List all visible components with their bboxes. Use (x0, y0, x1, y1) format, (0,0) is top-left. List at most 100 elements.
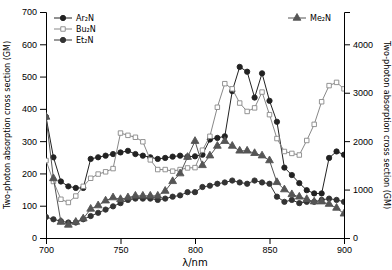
legend: Ar₂NBu₂NEt₂N (54, 14, 96, 45)
tick-label: 4000 (353, 40, 373, 50)
tick: 700 (39, 238, 54, 255)
point (88, 156, 93, 161)
point (334, 197, 339, 202)
point (251, 149, 259, 156)
tick: 400 (22, 104, 46, 114)
point (58, 179, 63, 184)
legend-marker (61, 27, 65, 31)
point (191, 137, 199, 144)
y2-axis: 01000200030004000 (344, 13, 373, 244)
tick-label: 600 (22, 40, 37, 50)
point (274, 119, 279, 124)
point (342, 87, 344, 91)
series-line (46, 117, 344, 225)
point (312, 191, 317, 196)
legend-item: Ar₂N (54, 14, 94, 23)
tick: 750 (113, 238, 128, 255)
point (243, 146, 251, 153)
point (81, 184, 85, 188)
tick: 100 (22, 201, 46, 211)
point (59, 197, 63, 201)
tick: 600 (22, 40, 46, 50)
point (170, 154, 175, 159)
point (193, 165, 197, 169)
tick-label: 0 (32, 233, 37, 243)
point (266, 156, 274, 163)
tick-mark (40, 173, 46, 174)
point (161, 187, 169, 194)
point (124, 193, 132, 200)
point (170, 169, 174, 173)
point (163, 155, 168, 160)
point (282, 165, 287, 170)
tick-label: 800 (188, 245, 203, 255)
point (289, 172, 294, 177)
point (274, 194, 279, 199)
point (267, 181, 272, 186)
x-axis: 700750800850900 (39, 238, 352, 255)
point (297, 153, 301, 157)
tick-mark (195, 238, 196, 244)
tick-label: 3000 (353, 88, 373, 98)
point (334, 80, 338, 84)
x-axis-title: λ/nm (182, 257, 207, 268)
point (109, 193, 117, 200)
point (237, 64, 242, 69)
point (72, 218, 80, 225)
point (169, 177, 177, 184)
point (236, 146, 244, 153)
point (334, 149, 339, 154)
point (245, 109, 249, 113)
point (125, 148, 130, 153)
tick: 700 (22, 7, 46, 17)
tick-label: 700 (39, 245, 54, 255)
point (200, 148, 204, 152)
point (282, 149, 286, 153)
point (73, 185, 78, 190)
point (87, 204, 95, 211)
point (51, 217, 56, 222)
tick-mark (344, 141, 350, 142)
legend-label: Ar₂N (76, 14, 94, 23)
point (341, 152, 344, 157)
tick-mark (40, 141, 46, 142)
y-axis-line (40, 13, 47, 239)
tick-mark (121, 238, 122, 244)
x-axis-line (47, 239, 345, 245)
tick-mark (40, 206, 46, 207)
point (325, 200, 333, 207)
tick-label: 0 (353, 233, 358, 243)
point (184, 153, 192, 160)
tick-label: 850 (262, 245, 277, 255)
point (88, 176, 92, 180)
tick-mark (40, 238, 46, 239)
point (46, 214, 49, 219)
point (304, 188, 309, 193)
tick-label: 100 (22, 201, 37, 211)
point (215, 181, 220, 186)
tick-label: 1000 (353, 185, 373, 195)
tick-label: 500 (22, 72, 37, 82)
point (297, 180, 302, 185)
tick: 1000 (344, 185, 373, 195)
point (200, 184, 205, 189)
point (117, 195, 125, 202)
point (57, 218, 65, 225)
point (177, 153, 182, 158)
point (140, 153, 145, 158)
tick-mark (40, 109, 46, 110)
point (199, 161, 207, 168)
series-line (46, 181, 344, 223)
tick: 3000 (344, 88, 373, 98)
point (111, 166, 115, 170)
tick: 500 (22, 72, 46, 82)
point (288, 190, 296, 197)
point (118, 150, 123, 155)
tick: 300 (22, 137, 46, 147)
tick-label: 300 (22, 137, 37, 147)
point (206, 151, 214, 158)
point (267, 112, 271, 116)
point (267, 98, 272, 103)
point (245, 181, 250, 186)
point (96, 155, 101, 160)
